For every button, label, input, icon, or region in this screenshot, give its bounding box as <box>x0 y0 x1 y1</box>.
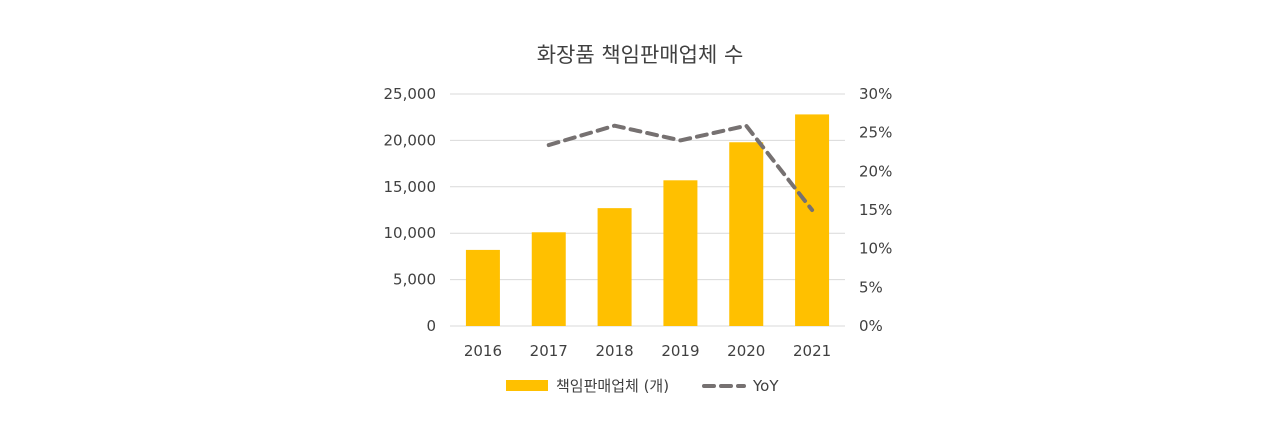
gridlines <box>450 94 845 326</box>
legend-bar-label: 책임판매업체 (개) <box>556 377 669 395</box>
left-tick-label: 20,000 <box>384 131 437 149</box>
right-tick-label: 0% <box>859 317 883 335</box>
right-tick-label: 20% <box>859 162 892 180</box>
right-tick-label: 5% <box>859 278 883 296</box>
x-tick-label: 2018 <box>595 342 633 360</box>
left-tick-label: 5,000 <box>393 271 436 289</box>
right-tick-label: 15% <box>859 201 892 219</box>
x-axis-tick-labels: 2016 2017 2018 2019 2020 2021 <box>464 342 831 360</box>
right-tick-label: 30% <box>859 85 892 103</box>
left-tick-label: 10,000 <box>384 224 437 242</box>
bar-2020 <box>729 142 763 326</box>
bar-2016 <box>466 250 500 326</box>
x-tick-label: 2021 <box>793 342 831 360</box>
x-tick-label: 2016 <box>464 342 502 360</box>
bar-2021 <box>795 114 829 326</box>
bar-2017 <box>532 232 566 326</box>
left-axis-tick-labels: 0 5,000 10,000 15,000 20,000 25,000 <box>384 85 437 335</box>
bar-2019 <box>663 180 697 326</box>
right-tick-label: 10% <box>859 240 892 258</box>
left-tick-label: 25,000 <box>384 85 437 103</box>
bar-2018 <box>598 208 632 326</box>
left-tick-label: 0 <box>426 317 436 335</box>
legend-bar-swatch <box>506 380 548 391</box>
x-tick-label: 2019 <box>661 342 699 360</box>
right-axis-tick-labels: 0% 5% 10% 15% 20% 25% 30% <box>859 85 892 335</box>
left-tick-label: 15,000 <box>384 178 437 196</box>
chart-title: 화장품 책임판매업체 수 <box>537 43 744 67</box>
x-tick-label: 2017 <box>530 342 568 360</box>
right-tick-label: 25% <box>859 124 892 142</box>
x-tick-label: 2020 <box>727 342 765 360</box>
legend: 책임판매업체 (개) YoY <box>506 377 779 395</box>
bar-series <box>466 114 829 326</box>
legend-line-label: YoY <box>752 377 779 395</box>
